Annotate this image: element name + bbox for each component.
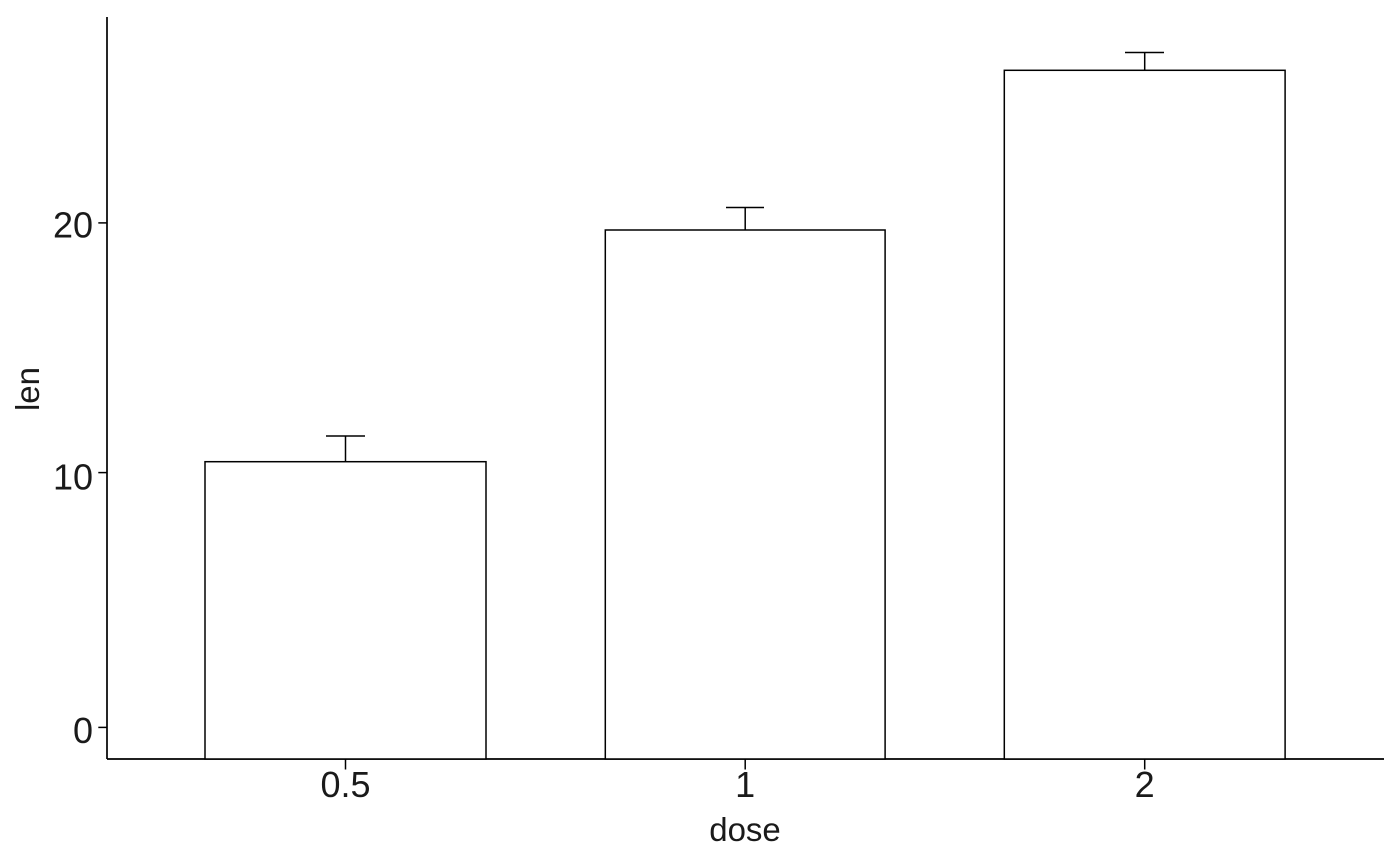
svg-text:0.5: 0.5 <box>320 764 370 805</box>
svg-text:len: len <box>9 367 46 411</box>
svg-text:2: 2 <box>1135 764 1155 805</box>
svg-text:10: 10 <box>53 457 93 498</box>
svg-text:0: 0 <box>73 710 93 751</box>
svg-text:1: 1 <box>735 764 755 805</box>
svg-text:dose: dose <box>709 811 781 848</box>
svg-text:20: 20 <box>53 205 93 246</box>
